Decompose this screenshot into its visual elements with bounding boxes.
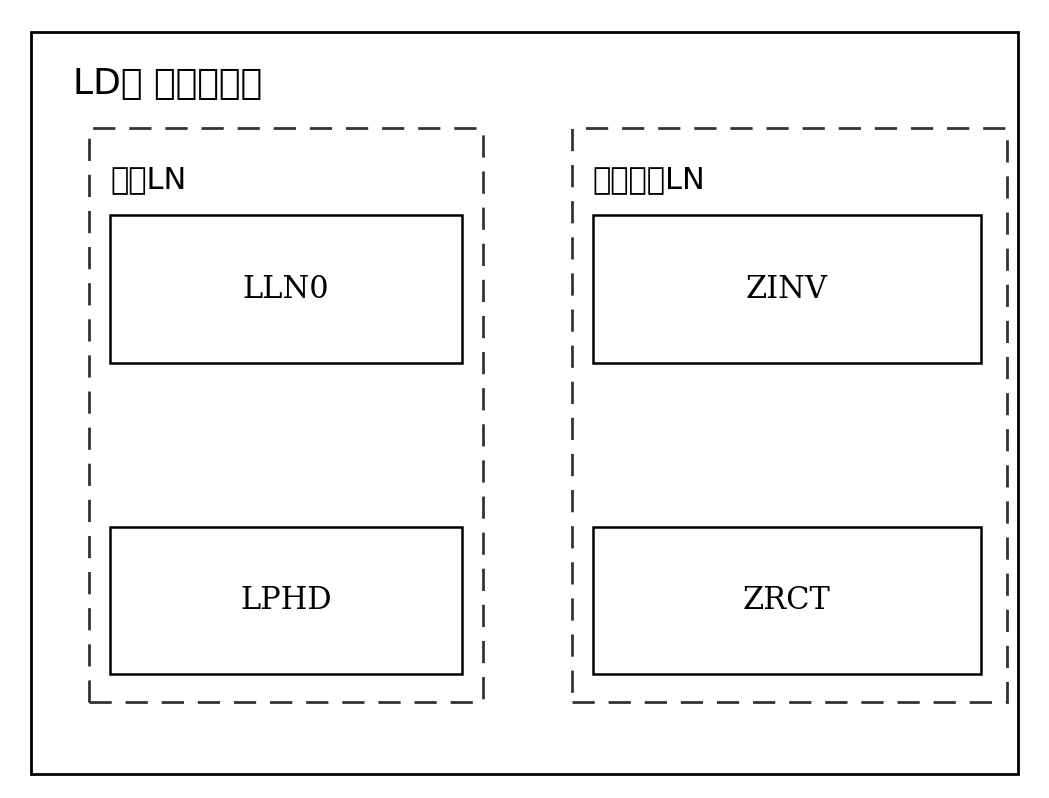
Bar — [110, 527, 462, 674]
Bar — [572, 128, 1007, 702]
Bar — [593, 527, 981, 674]
Bar — [110, 215, 462, 363]
Text: 系统LN: 系统LN — [110, 165, 187, 194]
Text: 特定功胾LN: 特定功胾LN — [593, 165, 705, 194]
Text: LLN0: LLN0 — [242, 274, 329, 305]
Bar — [89, 128, 483, 702]
Text: LPHD: LPHD — [240, 585, 331, 616]
Text: ZRCT: ZRCT — [743, 585, 831, 616]
Bar — [593, 215, 981, 363]
Text: ZINV: ZINV — [746, 274, 828, 305]
Text: LD： 功率转换器: LD： 功率转换器 — [73, 67, 262, 101]
